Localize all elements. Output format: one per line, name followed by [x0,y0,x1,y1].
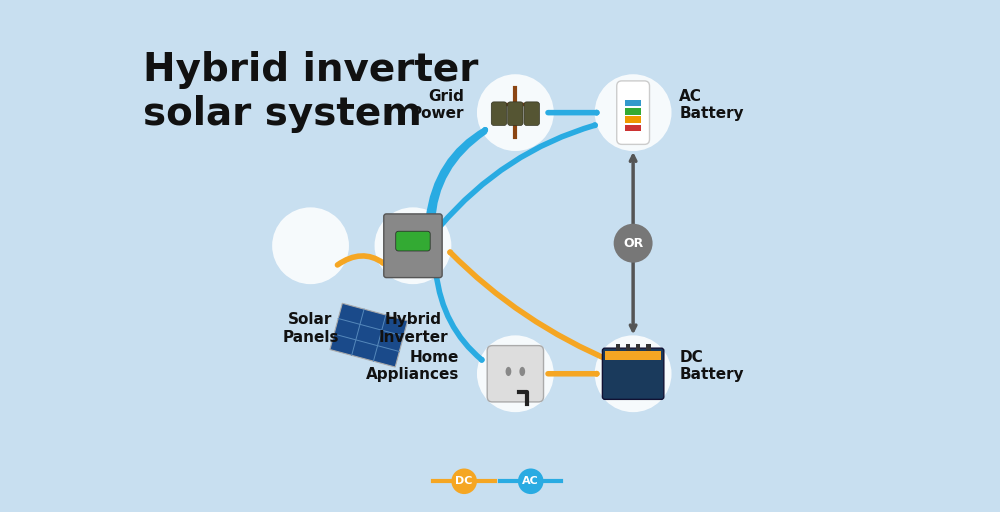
FancyBboxPatch shape [491,102,507,125]
FancyArrowPatch shape [432,132,485,223]
Text: Home
Appliances: Home Appliances [366,350,459,382]
FancyBboxPatch shape [396,231,430,251]
Circle shape [595,74,672,151]
Ellipse shape [506,367,511,376]
FancyBboxPatch shape [487,346,544,402]
Ellipse shape [519,367,525,376]
Bar [605,351,661,359]
FancyBboxPatch shape [524,102,539,125]
Circle shape [477,335,554,412]
Bar [625,108,641,115]
Text: AC
Battery: AC Battery [679,89,744,121]
Text: Hybrid inverter
solar system: Hybrid inverter solar system [143,51,478,133]
Circle shape [595,335,672,412]
Bar [625,124,641,131]
Bar [636,344,640,351]
FancyArrowPatch shape [436,272,482,360]
Text: Hybrid
Inverter: Hybrid Inverter [378,312,448,345]
FancyBboxPatch shape [384,214,442,278]
Text: OR: OR [623,237,643,250]
Bar [625,116,641,123]
FancyArrowPatch shape [337,256,383,265]
FancyBboxPatch shape [508,102,523,125]
Bar [626,344,630,351]
Circle shape [375,207,451,284]
Text: Grid
Power: Grid Power [411,89,464,121]
Bar [625,100,641,106]
FancyBboxPatch shape [617,81,650,144]
Circle shape [451,468,477,494]
Bar [616,344,620,351]
FancyBboxPatch shape [602,348,664,399]
Circle shape [614,224,653,263]
Circle shape [272,207,349,284]
FancyArrowPatch shape [450,252,614,362]
Circle shape [518,468,544,494]
Polygon shape [330,303,408,367]
Text: DC
Battery: DC Battery [679,350,744,382]
Text: AC: AC [522,476,539,486]
FancyArrowPatch shape [428,130,485,219]
Text: Solar
Panels: Solar Panels [282,312,339,345]
Circle shape [477,74,554,151]
Bar [646,344,651,351]
Text: DC: DC [455,476,473,486]
FancyArrowPatch shape [440,125,595,226]
